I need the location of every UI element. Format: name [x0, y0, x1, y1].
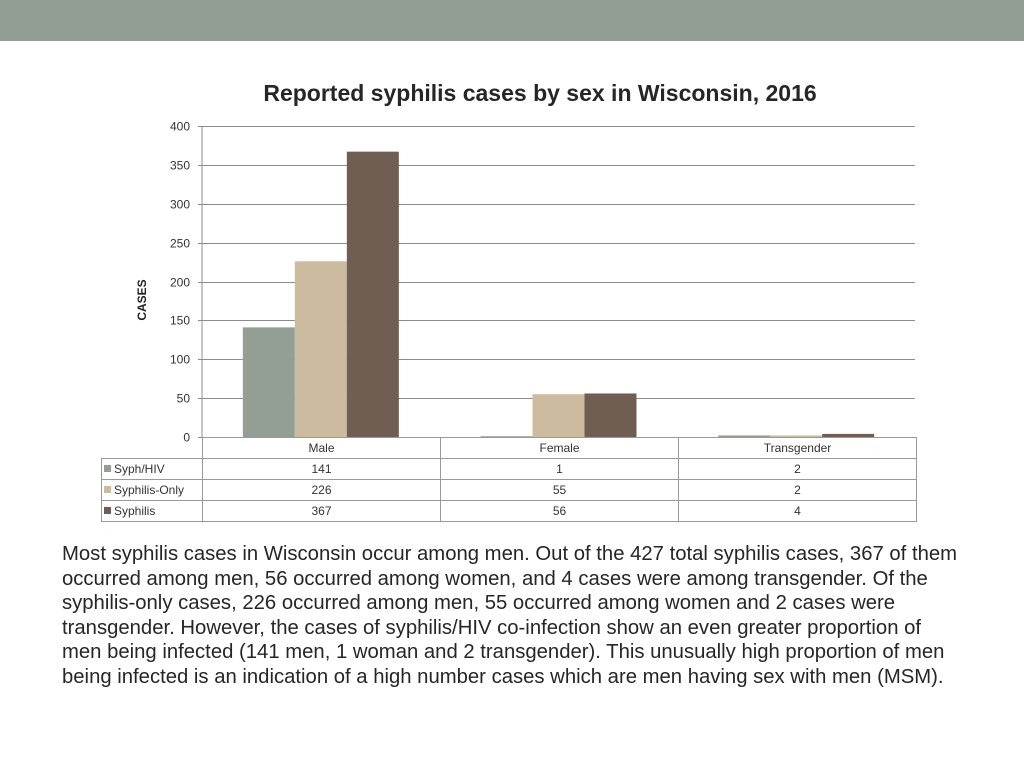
category-label: Transgender	[678, 437, 917, 459]
legend-key-syphilis-only	[104, 486, 111, 493]
table-corner	[101, 437, 203, 459]
y-tick-label: 400	[170, 120, 190, 134]
y-tick-label: 300	[170, 198, 190, 212]
legend-entry: Syphilis-Only	[101, 479, 203, 501]
bar-syph-hiv-female	[480, 436, 533, 438]
table-row: Syphilis-Only 226 55 2	[101, 479, 917, 501]
y-tick-label: 350	[170, 159, 190, 173]
legend-label: Syphilis	[114, 504, 156, 518]
data-cell: 55	[440, 479, 679, 501]
bar-syphilis-only-female	[532, 394, 585, 437]
legend-key-syph-hiv	[104, 465, 111, 472]
data-cell: 2	[678, 458, 917, 480]
bar-syphilis-female	[584, 393, 637, 437]
bar-syphilis-only-transgender	[770, 435, 823, 437]
data-cell: 141	[202, 458, 441, 480]
y-tick-label: 100	[170, 353, 190, 367]
table-row: Syph/HIV 141 1 2	[101, 458, 917, 480]
data-table: Male Female Transgender Syph/HIV 141 1 2…	[101, 437, 917, 522]
bar-syphilis-transgender	[822, 433, 875, 437]
caption-paragraph: Most syphilis cases in Wisconsin occur a…	[62, 543, 958, 688]
header-band	[0, 0, 1024, 41]
y-tick-label: 150	[170, 314, 190, 328]
legend-label: Syph/HIV	[114, 462, 165, 476]
data-cell: 1	[440, 458, 679, 480]
data-cell: 226	[202, 479, 441, 501]
bar-syphilis-only-male	[294, 261, 347, 437]
y-tick-label: 250	[170, 237, 190, 251]
table-row: Syphilis 367 56 4	[101, 500, 917, 522]
legend-entry: Syphilis	[101, 500, 203, 522]
legend-entry: Syph/HIV	[101, 458, 203, 480]
y-tick-label: 50	[177, 392, 191, 406]
legend-key-syphilis	[104, 507, 111, 514]
chart-title: Reported syphilis cases by sex in Wiscon…	[263, 80, 817, 106]
data-cell: 367	[202, 500, 441, 522]
category-label: Female	[440, 437, 679, 459]
data-cell: 56	[440, 500, 679, 522]
category-label: Male	[202, 437, 441, 459]
data-cell: 4	[678, 500, 917, 522]
table-header-row: Male Female Transgender	[101, 437, 917, 459]
bar-syphilis-male	[346, 151, 399, 437]
bar-syph-hiv-male	[242, 327, 295, 437]
legend-label: Syphilis-Only	[114, 483, 185, 497]
bar-syph-hiv-transgender	[718, 435, 771, 437]
data-cell: 2	[678, 479, 917, 501]
y-tick-label: 200	[170, 276, 190, 290]
